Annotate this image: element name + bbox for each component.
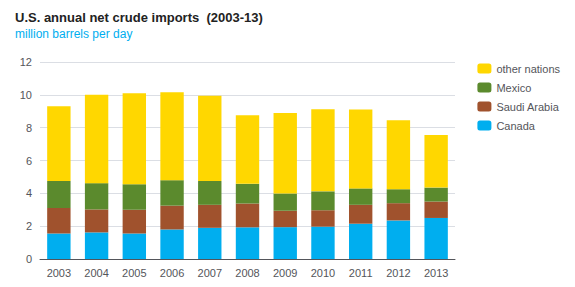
svg-text:2011: 2011 xyxy=(349,267,373,279)
svg-text:Saudi Arabia: Saudi Arabia xyxy=(496,101,559,113)
svg-text:8: 8 xyxy=(26,122,32,134)
svg-text:million barrels per day: million barrels per day xyxy=(15,27,132,41)
svg-text:2007: 2007 xyxy=(198,267,222,279)
svg-text:Mexico: Mexico xyxy=(496,82,531,94)
svg-text:6: 6 xyxy=(26,155,32,167)
svg-text:2009: 2009 xyxy=(273,267,297,279)
svg-text:2: 2 xyxy=(26,220,32,232)
svg-text:0: 0 xyxy=(26,253,32,265)
svg-text:U.S. annual net crude imports: U.S. annual net crude imports (2003-13) xyxy=(15,10,263,25)
svg-text:2004: 2004 xyxy=(84,267,108,279)
svg-text:2005: 2005 xyxy=(122,267,146,279)
svg-text:other nations: other nations xyxy=(496,63,560,75)
svg-text:2012: 2012 xyxy=(386,267,410,279)
svg-text:10: 10 xyxy=(20,89,32,101)
svg-text:Canada: Canada xyxy=(496,120,535,132)
svg-text:2008: 2008 xyxy=(235,267,259,279)
svg-text:4: 4 xyxy=(26,187,32,199)
svg-text:12: 12 xyxy=(20,56,32,68)
svg-text:2006: 2006 xyxy=(160,267,184,279)
svg-text:2003: 2003 xyxy=(47,267,71,279)
svg-text:2013: 2013 xyxy=(424,267,448,279)
svg-text:2010: 2010 xyxy=(311,267,335,279)
